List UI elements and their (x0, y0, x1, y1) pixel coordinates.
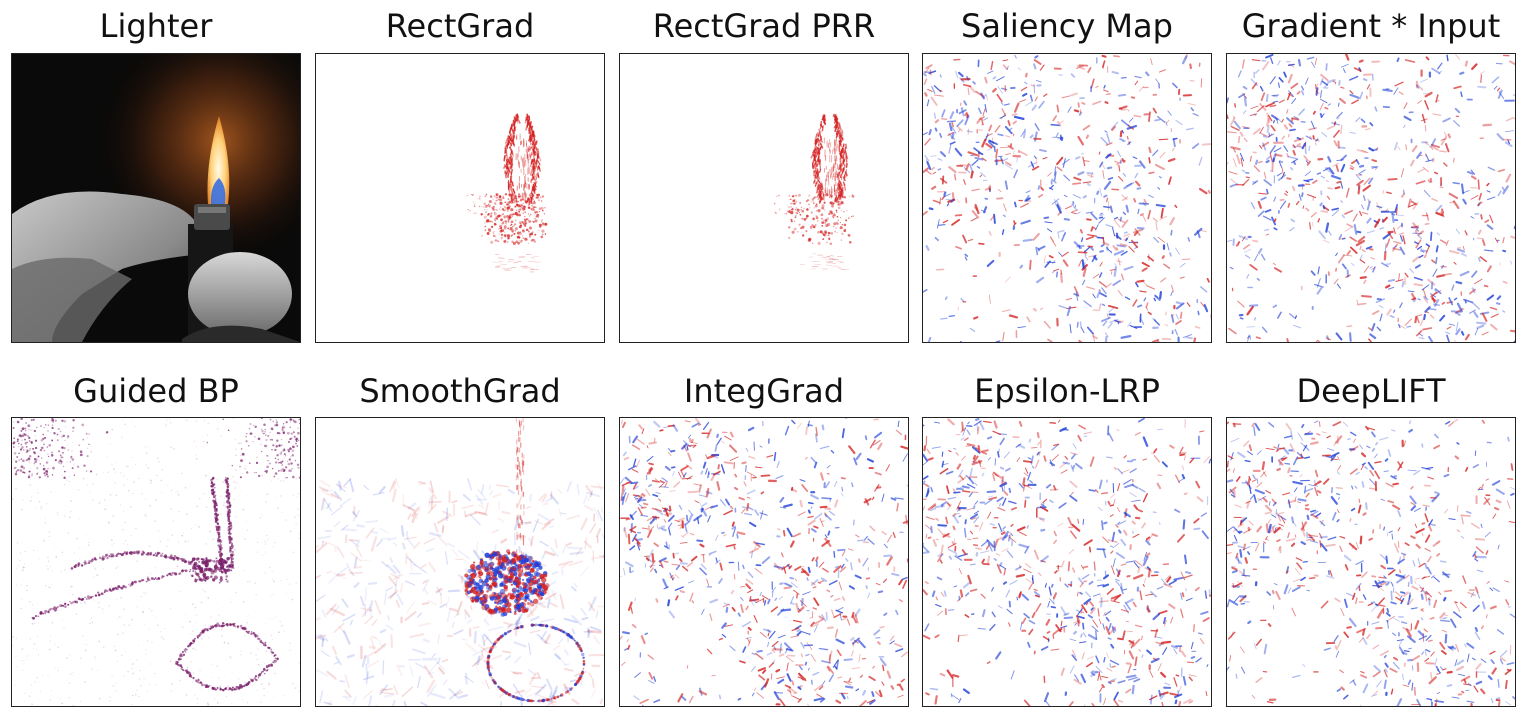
rectgrad-prr-attribution-map (619, 53, 909, 343)
attribution-map (620, 418, 908, 706)
attribution-map (12, 418, 300, 706)
attribution-map (923, 54, 1211, 342)
attribution-texture (1227, 418, 1515, 706)
attribution-map (466, 113, 548, 273)
attribution-map (1227, 418, 1515, 706)
attribution-map (316, 418, 604, 706)
panel-title: RectGrad (385, 7, 535, 45)
rectgrad-attribution-map (315, 53, 605, 343)
panel-title: SmoothGrad (359, 372, 561, 410)
attribution-texture (12, 418, 300, 706)
attribution-texture (466, 113, 548, 273)
panel-title: RectGrad PRR (652, 7, 876, 45)
deeplift-attribution-map (1226, 417, 1516, 707)
panel-title: DeepLIFT (1296, 372, 1446, 410)
attribution-texture (923, 54, 1211, 342)
attribution-texture (773, 113, 855, 270)
panel-title: IntegGrad (683, 372, 845, 410)
attribution-texture (316, 418, 604, 706)
attribution-texture (923, 418, 1211, 706)
smoothgrad-attribution-map (315, 417, 605, 707)
panel-title: Guided BP (73, 372, 239, 410)
guided-bp-attribution-map (11, 417, 301, 707)
panel-title: Lighter (99, 7, 213, 45)
attribution-texture (1227, 54, 1515, 342)
panel-title: Gradient * Input (1241, 7, 1501, 45)
attribution-map (773, 113, 855, 270)
gradient-input-attribution-map (1226, 53, 1516, 343)
panel-title: Saliency Map (961, 7, 1173, 45)
attribution-map (923, 418, 1211, 706)
lighter-photo (11, 53, 301, 343)
attribution-map (1227, 54, 1515, 342)
integgrad-attribution-map (619, 417, 909, 707)
saliency-map-attribution-map (922, 53, 1212, 343)
lighter-photo-image (12, 54, 300, 342)
panel-title: Epsilon-LRP (974, 372, 1160, 410)
attribution-texture (620, 418, 908, 706)
epsilon-lrp-attribution-map (922, 417, 1212, 707)
